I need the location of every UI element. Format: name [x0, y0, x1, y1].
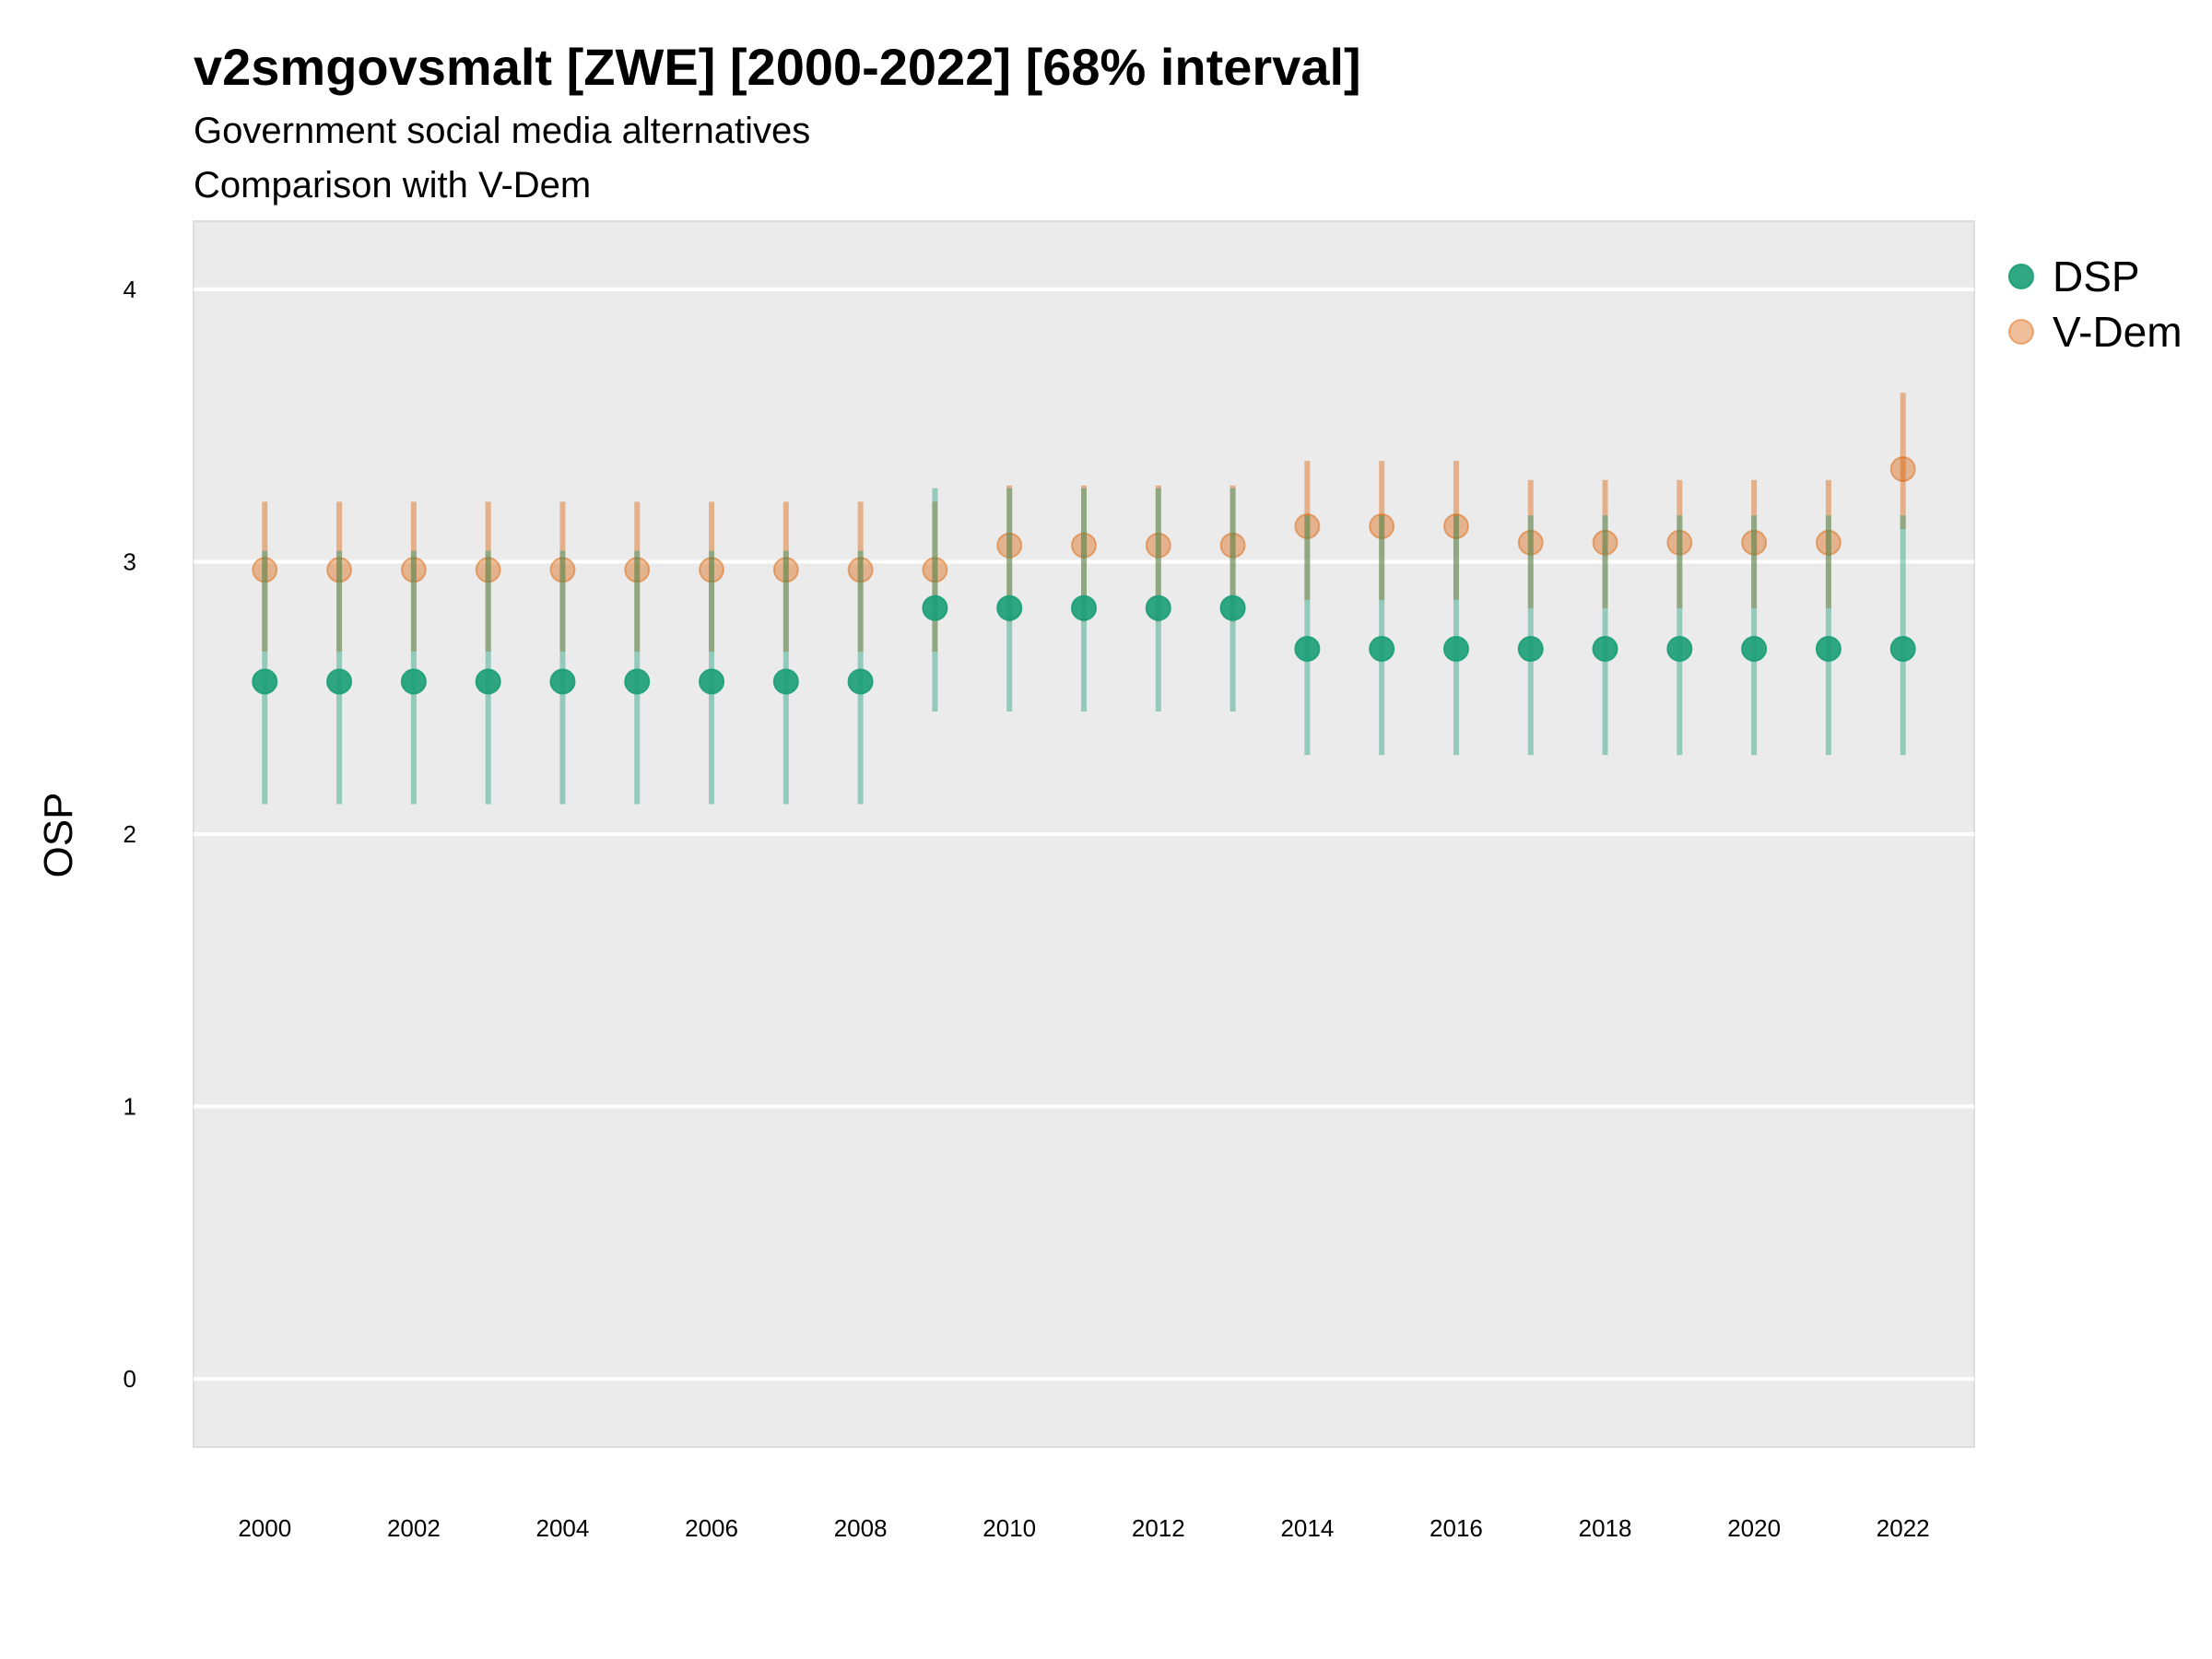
legend: DSP V-Dem: [2008, 253, 2183, 356]
point-v-dem: [1219, 532, 1246, 559]
point-v-dem: [624, 557, 651, 583]
point-v-dem: [1294, 513, 1321, 540]
point-dsp: [1666, 636, 1693, 663]
chart-title: v2smgovsmalt [ZWE] [2000-2022] [68% inte…: [194, 38, 1361, 96]
legend-swatch-v-dem: [2008, 319, 2034, 345]
legend-label-dsp: DSP: [2053, 253, 2140, 300]
y-axis-title: OSP: [36, 793, 81, 878]
point-v-dem: [699, 557, 725, 583]
x-tick-label: 2020: [1727, 1514, 1781, 1542]
y-tick-label: 4: [124, 276, 136, 303]
x-tick-label: 2000: [238, 1514, 291, 1542]
x-tick-label: 2012: [1132, 1514, 1185, 1542]
point-dsp: [1369, 636, 1395, 663]
point-v-dem: [996, 532, 1023, 559]
point-v-dem: [1145, 532, 1171, 559]
data-marks: [252, 393, 1916, 805]
point-dsp: [624, 668, 651, 695]
grid-lines: [194, 287, 1974, 1382]
y-tick-label: 2: [124, 820, 136, 848]
y-tick-label: 3: [124, 547, 136, 575]
y-tick-label: 0: [124, 1365, 136, 1393]
chart-subtitle-line-2: Comparison with V-Dem: [194, 165, 591, 206]
point-dsp: [847, 668, 874, 695]
point-dsp: [1145, 594, 1171, 621]
point-v-dem: [1666, 529, 1693, 556]
series-dsp: [252, 488, 1916, 805]
point-v-dem: [1442, 513, 1469, 540]
legend-item-dsp: DSP: [2008, 253, 2140, 300]
point-dsp: [1741, 636, 1768, 663]
point-v-dem: [847, 557, 874, 583]
point-v-dem: [326, 557, 353, 583]
x-tick-label: 2022: [1877, 1514, 1930, 1542]
x-axis-ticks: 2000 2002 2004 2006 2008 2010 2012 2014 2016 2018…: [238, 1514, 1929, 1542]
point-dsp: [699, 668, 725, 695]
point-v-dem: [549, 557, 576, 583]
x-tick-label: 2018: [1579, 1514, 1632, 1542]
point-v-dem: [1741, 529, 1768, 556]
x-tick-label: 2010: [982, 1514, 1036, 1542]
point-dsp: [326, 668, 353, 695]
point-dsp: [772, 668, 799, 695]
point-dsp: [549, 668, 576, 695]
point-dsp: [1889, 636, 1916, 663]
legend-label-v-dem: V-Dem: [2053, 308, 2183, 356]
point-v-dem: [922, 557, 948, 583]
x-tick-label: 2008: [834, 1514, 888, 1542]
point-v-dem: [1889, 455, 1916, 482]
point-dsp: [1592, 636, 1618, 663]
y-tick-label: 1: [124, 1093, 136, 1121]
point-dsp: [475, 668, 501, 695]
point-v-dem: [1815, 529, 1841, 556]
legend-item-v-dem: V-Dem: [2008, 308, 2183, 356]
y-axis-ticks: 0 1 2 3 4: [124, 276, 136, 1393]
point-v-dem: [475, 557, 501, 583]
point-v-dem: [772, 557, 799, 583]
point-v-dem: [1517, 529, 1544, 556]
point-dsp: [1294, 636, 1321, 663]
point-v-dem: [400, 557, 427, 583]
x-tick-label: 2002: [387, 1514, 441, 1542]
point-dsp: [1517, 636, 1544, 663]
x-tick-label: 2006: [685, 1514, 738, 1542]
chart-subtitle-line-1: Government social media alternatives: [194, 111, 810, 151]
x-tick-label: 2004: [536, 1514, 590, 1542]
point-dsp: [922, 594, 948, 621]
point-v-dem: [1071, 532, 1097, 559]
legend-swatch-dsp: [2008, 264, 2034, 289]
x-tick-label: 2014: [1280, 1514, 1334, 1542]
point-dsp: [400, 668, 427, 695]
point-dsp: [1219, 594, 1246, 621]
point-dsp: [1442, 636, 1469, 663]
point-dsp: [1815, 636, 1841, 663]
point-dsp: [252, 668, 278, 695]
point-dsp: [996, 594, 1023, 621]
point-v-dem: [1369, 513, 1395, 540]
x-tick-label: 2016: [1430, 1514, 1483, 1542]
point-v-dem: [1592, 529, 1618, 556]
point-v-dem: [252, 557, 278, 583]
series-v-dem: [252, 393, 1916, 652]
point-dsp: [1071, 594, 1097, 621]
